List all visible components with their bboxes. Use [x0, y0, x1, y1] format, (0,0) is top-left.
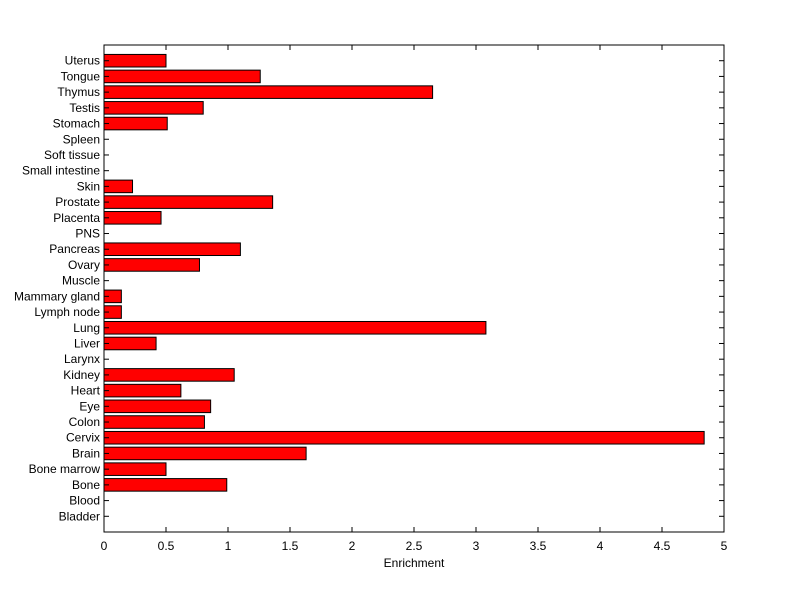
category-label: Ovary: [68, 258, 100, 272]
bar: [103, 336, 157, 351]
category-label: Mammary gland: [14, 289, 100, 303]
category-label: Brain: [72, 446, 100, 460]
x-tick-label: 3.5: [530, 539, 547, 553]
category-label: Soft tissue: [44, 148, 100, 162]
category-label: Skin: [77, 179, 100, 193]
category-label: Lymph node: [34, 305, 100, 319]
bar: [103, 195, 274, 209]
bar: [103, 430, 705, 445]
category-label: Lung: [73, 321, 100, 335]
bar: [103, 53, 167, 68]
bar: [103, 242, 241, 257]
x-tick-label: 3: [473, 539, 480, 553]
bar: [103, 368, 235, 382]
x-tick-label: 5: [721, 539, 728, 553]
category-label: Spleen: [63, 132, 100, 146]
bar: [103, 446, 307, 461]
bar: [103, 320, 487, 335]
category-label: Muscle: [62, 274, 100, 288]
x-axis-title: Enrichment: [384, 556, 445, 570]
category-label: Heart: [71, 384, 101, 398]
category-label: Placenta: [53, 211, 100, 225]
category-label: Colon: [69, 415, 100, 429]
category-label: Larynx: [64, 352, 100, 366]
category-label: Blood: [69, 494, 100, 508]
bar: [103, 383, 182, 398]
category-label: Bone marrow: [29, 462, 101, 476]
category-label: Eye: [79, 399, 100, 413]
category-label: Prostate: [55, 195, 100, 209]
plot-frame: [103, 44, 725, 533]
bar: [103, 101, 204, 115]
category-label: Small intestine: [22, 164, 100, 178]
bar: [103, 116, 168, 131]
ticks-group: [103, 45, 725, 532]
bar: [103, 69, 261, 84]
category-label: Bone: [72, 478, 100, 492]
category-label: Testis: [69, 101, 100, 115]
category-label: Stomach: [53, 117, 100, 131]
category-label: Kidney: [63, 368, 100, 382]
category-label: Cervix: [66, 431, 100, 445]
category-label: Uterus: [65, 54, 100, 68]
x-tick-label: 1: [225, 539, 232, 553]
x-tick-label: 4.5: [654, 539, 671, 553]
category-label: Thymus: [57, 85, 100, 99]
bar: [103, 85, 434, 99]
x-tick-label: 0: [101, 539, 108, 553]
x-tick-label: 2: [349, 539, 356, 553]
bar: [103, 462, 167, 476]
x-tick-label: 4: [597, 539, 604, 553]
bar: [103, 478, 228, 492]
bar: [103, 415, 205, 429]
x-tick-label: 0.5: [158, 539, 175, 553]
category-label: PNS: [75, 227, 100, 241]
x-tick-label: 2.5: [406, 539, 423, 553]
category-label: Bladder: [59, 509, 100, 523]
bar: [103, 211, 162, 225]
bar: [103, 258, 200, 272]
category-label: Liver: [74, 336, 100, 350]
category-label: Pancreas: [49, 242, 100, 256]
x-tick-label: 1.5: [282, 539, 299, 553]
x-tick-labels: 0 0.5 1 1.5 2 2.5 3 3.5 4 4.5 5: [101, 539, 728, 553]
bar: [103, 399, 212, 414]
category-label: Tongue: [61, 69, 101, 83]
